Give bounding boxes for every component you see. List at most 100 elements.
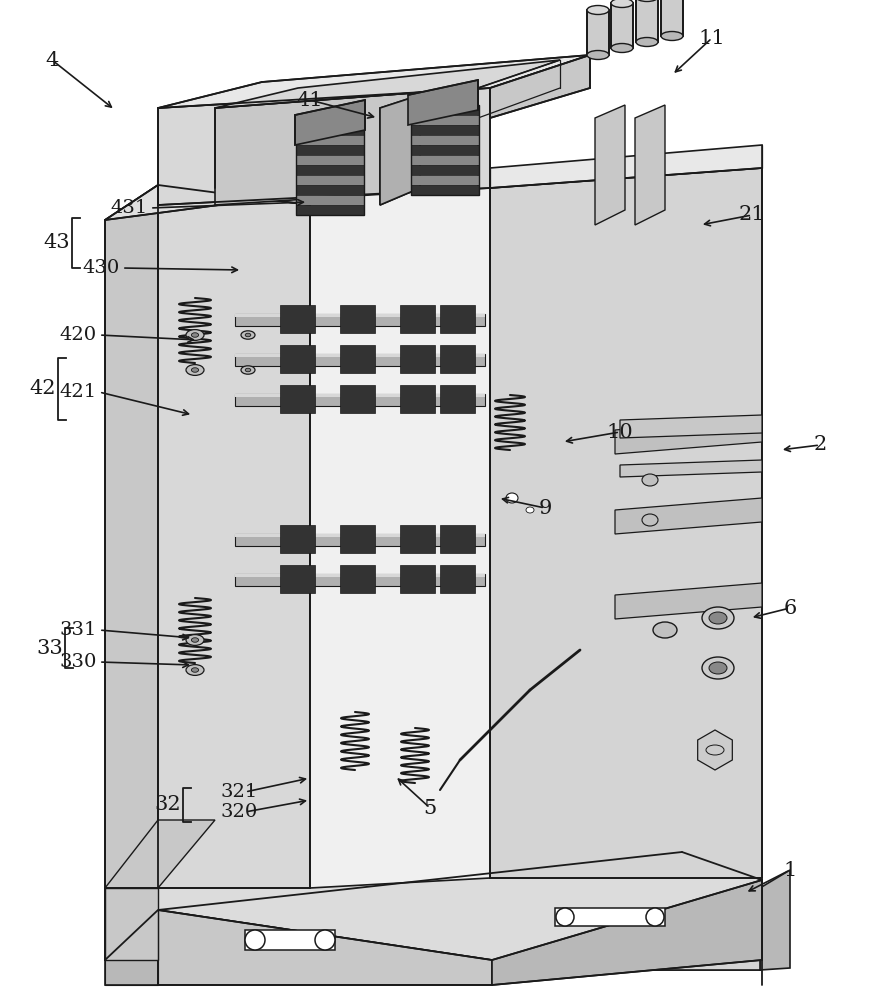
Polygon shape	[340, 385, 375, 413]
Text: 11: 11	[698, 28, 726, 47]
Polygon shape	[636, 0, 658, 42]
Polygon shape	[595, 105, 625, 225]
Polygon shape	[490, 55, 590, 118]
Ellipse shape	[611, 0, 633, 7]
Polygon shape	[235, 394, 485, 397]
Polygon shape	[235, 574, 485, 577]
Polygon shape	[490, 145, 762, 188]
Ellipse shape	[587, 5, 609, 14]
Ellipse shape	[186, 330, 204, 340]
Polygon shape	[620, 415, 762, 438]
Text: 4: 4	[45, 50, 58, 70]
Ellipse shape	[245, 368, 251, 372]
Polygon shape	[440, 385, 475, 413]
Polygon shape	[615, 418, 762, 454]
Polygon shape	[490, 168, 762, 878]
Polygon shape	[296, 135, 364, 145]
Polygon shape	[340, 305, 375, 333]
Text: 41: 41	[296, 91, 324, 109]
Polygon shape	[280, 385, 315, 413]
Polygon shape	[440, 525, 475, 553]
Ellipse shape	[191, 333, 199, 337]
Polygon shape	[280, 565, 315, 593]
Ellipse shape	[241, 366, 255, 374]
Polygon shape	[411, 185, 479, 195]
Polygon shape	[296, 205, 364, 215]
Ellipse shape	[702, 657, 734, 679]
Polygon shape	[492, 880, 762, 985]
Polygon shape	[155, 888, 760, 970]
Polygon shape	[340, 525, 375, 553]
Polygon shape	[400, 565, 435, 593]
Ellipse shape	[186, 635, 204, 645]
Text: 330: 330	[59, 653, 97, 671]
Polygon shape	[400, 525, 435, 553]
Polygon shape	[400, 345, 435, 373]
Text: 6: 6	[783, 598, 797, 617]
Polygon shape	[155, 855, 760, 950]
Ellipse shape	[186, 365, 204, 375]
Polygon shape	[620, 460, 762, 477]
Polygon shape	[411, 165, 479, 175]
Polygon shape	[235, 534, 485, 546]
Polygon shape	[105, 185, 158, 888]
Polygon shape	[440, 305, 475, 333]
Ellipse shape	[315, 930, 335, 950]
Polygon shape	[296, 155, 364, 165]
Polygon shape	[635, 105, 665, 225]
Polygon shape	[280, 305, 315, 333]
Polygon shape	[296, 195, 364, 205]
Polygon shape	[105, 888, 158, 960]
Polygon shape	[760, 870, 790, 970]
Polygon shape	[158, 852, 762, 960]
Polygon shape	[155, 855, 680, 888]
Polygon shape	[215, 60, 560, 108]
Ellipse shape	[646, 908, 664, 926]
Ellipse shape	[636, 37, 658, 46]
Polygon shape	[411, 105, 479, 115]
Text: 321: 321	[220, 783, 257, 801]
Ellipse shape	[556, 908, 574, 926]
Text: 43: 43	[44, 233, 70, 252]
Ellipse shape	[661, 31, 683, 40]
Polygon shape	[615, 583, 762, 619]
Polygon shape	[411, 145, 479, 155]
Polygon shape	[158, 88, 490, 205]
Polygon shape	[615, 498, 762, 534]
Polygon shape	[340, 345, 375, 373]
Polygon shape	[158, 185, 310, 888]
Text: 2: 2	[814, 436, 827, 454]
Ellipse shape	[636, 0, 658, 1]
Text: 9: 9	[538, 498, 552, 518]
Polygon shape	[310, 168, 490, 888]
Text: 420: 420	[60, 326, 97, 344]
Polygon shape	[408, 80, 478, 125]
Text: 21: 21	[739, 206, 766, 225]
Polygon shape	[235, 314, 485, 317]
Polygon shape	[411, 115, 479, 125]
Polygon shape	[296, 125, 364, 135]
Polygon shape	[235, 574, 485, 586]
Ellipse shape	[526, 507, 534, 513]
Polygon shape	[340, 565, 375, 593]
Polygon shape	[380, 95, 420, 205]
Ellipse shape	[611, 43, 633, 52]
Polygon shape	[235, 534, 485, 537]
Polygon shape	[235, 354, 485, 357]
Polygon shape	[105, 185, 310, 220]
Polygon shape	[661, 0, 683, 36]
Polygon shape	[235, 314, 485, 326]
Bar	[245, 930, 335, 950]
Ellipse shape	[653, 622, 677, 638]
Polygon shape	[280, 525, 315, 553]
Polygon shape	[611, 3, 633, 48]
Polygon shape	[235, 394, 485, 406]
Ellipse shape	[702, 607, 734, 629]
Text: 33: 33	[37, 639, 63, 658]
Polygon shape	[400, 305, 435, 333]
Ellipse shape	[245, 333, 251, 337]
Ellipse shape	[709, 612, 727, 624]
Polygon shape	[400, 385, 435, 413]
Text: 5: 5	[424, 798, 437, 818]
Polygon shape	[155, 888, 760, 970]
